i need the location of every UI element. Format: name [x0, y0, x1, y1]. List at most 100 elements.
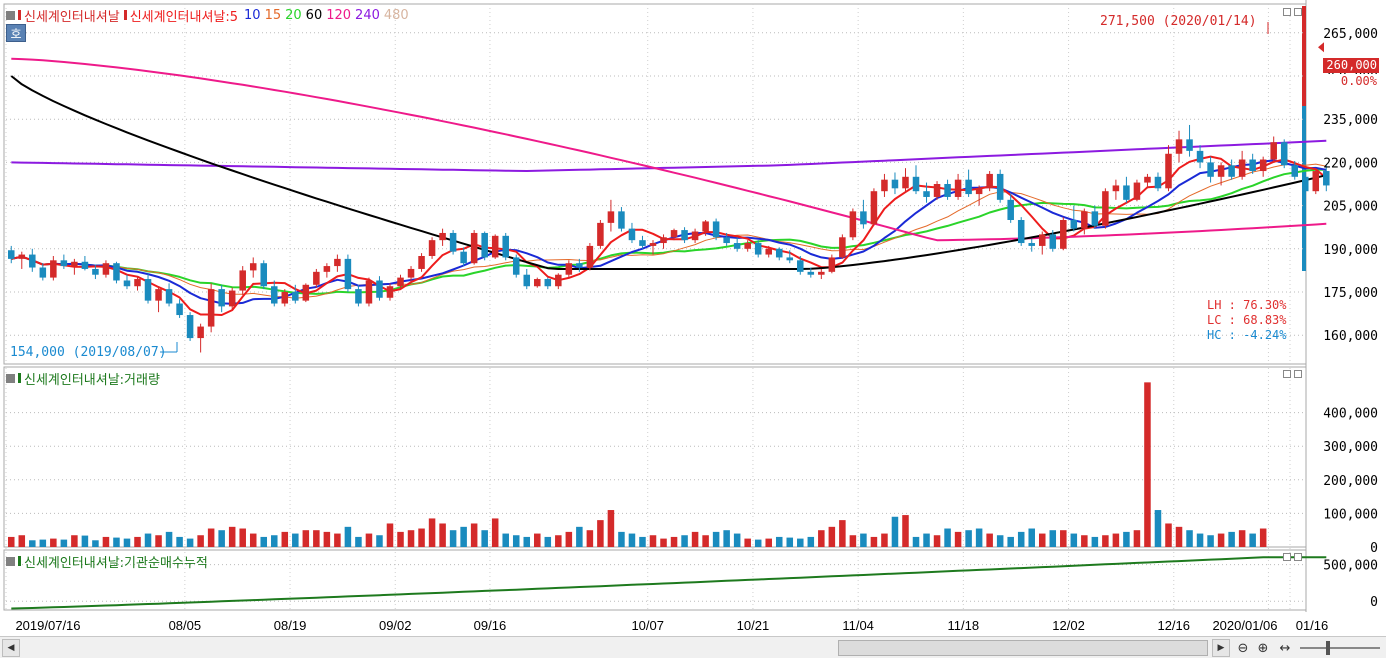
- volume-bar: [1028, 528, 1035, 547]
- candle-body: [1186, 139, 1193, 151]
- candle-body: [923, 191, 930, 197]
- scroll-right-icon[interactable]: ▶: [1212, 639, 1230, 657]
- candle-body: [1081, 211, 1088, 229]
- candle-body: [786, 257, 794, 261]
- x-axis-label: 08/19: [274, 618, 307, 633]
- volume-bar: [1007, 536, 1014, 547]
- volume-bar: [491, 518, 499, 547]
- volume-pane-minimize-icon[interactable]: [1283, 370, 1291, 378]
- volume-bar: [1196, 533, 1204, 547]
- inst-pane-close-icon[interactable]: [1294, 553, 1302, 561]
- candle-body: [944, 184, 951, 197]
- x-axis-label: 2020/01/06: [1212, 618, 1277, 633]
- candle-body: [586, 245, 594, 268]
- candle-body: [1217, 165, 1225, 177]
- candle-body: [481, 232, 488, 258]
- candle-body: [1165, 153, 1172, 189]
- legend-ma-60[interactable]: 60: [305, 7, 323, 23]
- legend-series-marker: [18, 373, 21, 383]
- volume-bar: [818, 530, 825, 547]
- price-y-tick: 190,000: [1323, 243, 1378, 258]
- candle-body: [60, 260, 68, 267]
- volume-title[interactable]: 신세계인터내셔날:거래량: [24, 372, 160, 388]
- volume-bar: [355, 536, 362, 547]
- price-pane-minimize-icon[interactable]: [1283, 8, 1291, 16]
- legend-ma-480[interactable]: 480: [383, 7, 409, 23]
- volume-bar: [407, 530, 415, 547]
- legend-handle-icon[interactable]: [6, 556, 15, 566]
- scroll-left-icon[interactable]: ◀: [2, 639, 20, 657]
- legend-name[interactable]: 신세계인터내셔날: [24, 9, 120, 25]
- candle-body: [849, 211, 857, 238]
- candle-body: [249, 263, 257, 271]
- volume-pane-close-icon[interactable]: [1294, 370, 1302, 378]
- volume-bar: [1186, 530, 1193, 547]
- candle-body: [618, 211, 625, 229]
- candle-body: [733, 243, 741, 249]
- candle-body: [797, 260, 804, 272]
- candle-body: [576, 263, 583, 268]
- candle-body: [1280, 142, 1288, 166]
- legend-ma-10[interactable]: 10: [244, 7, 261, 23]
- candle-body: [544, 279, 552, 287]
- volume-bar: [81, 535, 89, 547]
- volume-bar: [460, 526, 467, 547]
- legend-ma-15[interactable]: 15: [264, 7, 282, 23]
- volume-bar: [323, 531, 331, 547]
- volume-y-tick: 300,000: [1323, 440, 1378, 455]
- x-axis-label: 2019/07/16: [15, 618, 80, 633]
- candle-body: [344, 258, 352, 290]
- ho-badge[interactable]: 호: [6, 24, 26, 42]
- volume-bar: [260, 536, 268, 547]
- inst-legend: 신세계인터내셔날:기관순매수누적: [6, 552, 208, 571]
- candle-body: [313, 271, 320, 285]
- zoom-slider[interactable]: [1300, 647, 1380, 649]
- volume-bar: [860, 533, 867, 547]
- fit-width-icon[interactable]: ↔: [1279, 640, 1291, 656]
- volume-bar: [18, 535, 26, 547]
- candle-body: [881, 179, 888, 192]
- candle-body: [197, 326, 204, 339]
- volume-bar: [912, 536, 920, 547]
- candle-body: [470, 232, 478, 264]
- volume-bar: [1259, 528, 1267, 547]
- price-pane-close-icon[interactable]: [1294, 8, 1302, 16]
- legend-ma5[interactable]: 신세계인터내셔날:5: [129, 9, 239, 25]
- candle-body: [7, 250, 15, 259]
- candle-body: [986, 173, 993, 189]
- candle-body: [29, 254, 36, 268]
- zoom-in-icon[interactable]: ⊕: [1257, 640, 1269, 656]
- legend-series-marker: [18, 10, 21, 20]
- volume-bar: [1207, 535, 1214, 547]
- candle-body: [902, 176, 909, 189]
- legend-handle-icon[interactable]: [6, 10, 15, 20]
- legend-handle-icon[interactable]: [6, 373, 15, 383]
- candle-body: [839, 237, 846, 258]
- candle-body: [365, 280, 373, 304]
- x-axis-label: 09/16: [474, 618, 507, 633]
- candle-body: [1154, 176, 1162, 189]
- legend-ma-120[interactable]: 120: [326, 7, 352, 23]
- candle-body: [386, 286, 394, 298]
- horizontal-scrollbar[interactable]: ◀ ▶ ⊖ ⊕ ↔: [0, 636, 1386, 658]
- inst-title[interactable]: 신세계인터내셔날:기관순매수누적: [24, 555, 208, 571]
- ma120-line: [11, 57, 1327, 242]
- volume-bar: [1249, 533, 1256, 547]
- scroll-thumb[interactable]: [838, 640, 1208, 656]
- volume-bar: [481, 530, 488, 547]
- inst-pane-minimize-icon[interactable]: [1283, 553, 1291, 561]
- candle-body: [218, 289, 225, 307]
- legend-ma-240[interactable]: 240: [355, 7, 380, 23]
- legend-ma-20[interactable]: 20: [285, 7, 302, 23]
- zoom-slider-handle[interactable]: [1326, 641, 1330, 655]
- price-y-tick: 235,000: [1323, 113, 1378, 128]
- candle-body: [1133, 182, 1141, 200]
- volume-bar: [1017, 531, 1025, 547]
- low-annotation: 154,000 (2019/08/07): [10, 345, 167, 360]
- candle-body: [271, 286, 278, 304]
- price-y-tick: 205,000: [1323, 200, 1378, 215]
- zoom-out-icon[interactable]: ⊖: [1237, 640, 1249, 656]
- candle-body: [1259, 159, 1267, 172]
